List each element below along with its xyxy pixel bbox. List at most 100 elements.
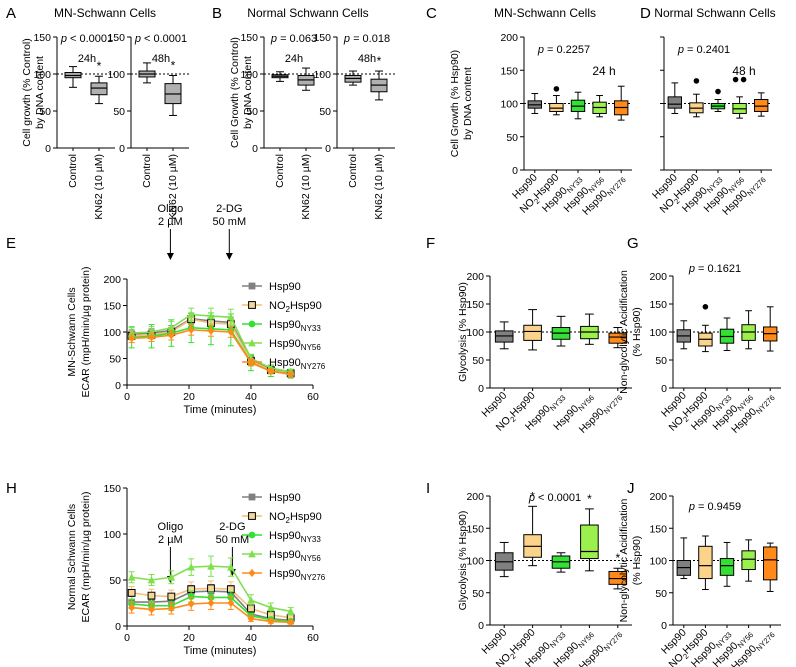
panel-letter: J: [627, 480, 635, 497]
marker-triangle: [227, 313, 235, 321]
p-symbol: p: [537, 44, 544, 56]
p-symbol: p: [688, 501, 695, 513]
marker-diamond: [167, 604, 175, 613]
outlier-point: [732, 76, 739, 83]
legend-entry: NO2Hsp90: [242, 511, 322, 525]
y-tick-label: 100: [240, 69, 258, 81]
marker-circle: [248, 531, 256, 539]
box-plot: [527, 93, 542, 114]
panel-letter: D: [640, 5, 651, 22]
box-plot: [608, 327, 628, 349]
p-rest: = 0.018: [350, 33, 390, 45]
significance-star: *: [530, 489, 535, 503]
category-label: Hsp90NY276: [577, 390, 625, 438]
subplot-label: 24h: [285, 53, 303, 65]
legend-label: Hsp90NY56: [269, 338, 321, 352]
box-plot: [754, 92, 769, 117]
subplot-24h: 0 50 100 150 p = 0.063 24h Control KN62 (10 µM): [240, 32, 322, 220]
y-axis-label: Cell growth (% Control): [21, 38, 33, 147]
box-plot: [580, 313, 599, 345]
legend-label: NO2Hsp90: [269, 511, 322, 525]
annotation-label: 2-DG: [216, 203, 242, 215]
y-tick-label: 100: [500, 99, 518, 111]
box-iqr: [549, 103, 564, 112]
panel-letter: C: [426, 5, 437, 22]
panel-subtitle: 48 h: [732, 64, 755, 78]
y-tick-label: 0: [478, 383, 484, 395]
legend-base: Hsp90: [269, 319, 301, 331]
p-value: p < 0.0001: [528, 492, 581, 504]
y-tick-label: 50: [39, 106, 51, 118]
box-plot: [710, 88, 726, 112]
box-plot: *: [90, 59, 108, 105]
annotation-arrow-head: [225, 253, 233, 260]
legend-after: Hsp90: [290, 511, 322, 523]
marker-square: [248, 493, 256, 501]
marker-triangle: [207, 312, 215, 320]
p-symbol: p: [528, 492, 535, 504]
p-symbol: p: [688, 263, 695, 275]
marker-square-open: [248, 301, 256, 309]
outlier-point: [715, 88, 721, 95]
marker-square-open: [167, 592, 176, 601]
legend-base: Hsp90: [269, 530, 301, 542]
marker-square-open: [147, 591, 156, 600]
y-axis-label: by DNA content: [462, 67, 474, 140]
marker-triangle: [248, 550, 256, 558]
y-tick-label: 0: [661, 383, 667, 395]
series-line: [127, 580, 295, 622]
p-symbol: p: [134, 33, 141, 45]
box-plot: [698, 535, 713, 591]
legend-subscript: 2: [286, 305, 291, 314]
y-axis-label: ECAR (mpH/min/µg protein): [80, 267, 92, 398]
y-tick-label: 100: [313, 69, 331, 81]
legend-entry: Hsp90NY56: [242, 338, 321, 352]
box-plot: [719, 317, 735, 351]
legend-label: Hsp90: [269, 281, 301, 293]
y-axis-label: Non-glycolytic Acidification: [618, 498, 630, 622]
y-tick-label: 150: [466, 299, 484, 311]
panel-letter: A: [6, 5, 16, 22]
y-tick-label: 0: [512, 165, 518, 177]
panel-H: H 0 50 100 150 0 20 40 60 Time (minutes) Normal Sc…: [6, 480, 326, 657]
box-plot: [551, 552, 571, 573]
y-tick-label: 200: [649, 491, 667, 503]
box-plot: *: [370, 54, 388, 101]
y-tick-label: 100: [33, 69, 51, 81]
y-tick-label: 50: [319, 106, 331, 118]
subplot-24h: 0 50 100 150 p < 0.0001 24h Control * KN62 (10 µ…: [33, 32, 115, 220]
marker-triangle: [127, 573, 136, 581]
y-tick-label: 50: [113, 106, 125, 118]
y-tick-label: 50: [472, 588, 484, 600]
legend-subscript: NY276: [301, 362, 326, 371]
y-axis-label: ECAR (mpH/min/µg protein): [80, 492, 92, 623]
label-subscript: NY276: [605, 175, 628, 198]
y-axis-label: Glycolysis (% Hsp90): [457, 282, 469, 382]
p-value: p = 0.018: [343, 33, 390, 45]
y-tick-label: 150: [107, 32, 125, 44]
box-plot: [271, 71, 289, 82]
annotation-arrow-head: [166, 253, 174, 260]
legend-subscript: NY33: [301, 535, 322, 544]
p-value: p = 0.9459: [688, 501, 741, 513]
p-value: p = 0.2257: [537, 44, 590, 56]
series-line: [127, 555, 295, 616]
annotation-label: Oligo: [158, 521, 184, 533]
label-subscript: NY276: [602, 393, 625, 416]
y-tick-label: 100: [103, 327, 121, 339]
box-plot: [698, 304, 713, 353]
significance-star: *: [615, 551, 620, 565]
box-plot: *: [580, 492, 599, 572]
p-rest: = 0.9459: [695, 501, 741, 513]
box-plot: [344, 70, 362, 86]
marker-triangle: [227, 563, 235, 571]
marker-diamond: [227, 328, 235, 336]
significance-star: *: [587, 492, 592, 506]
marker-triangle: [286, 607, 295, 615]
panel-letter: H: [6, 480, 17, 497]
